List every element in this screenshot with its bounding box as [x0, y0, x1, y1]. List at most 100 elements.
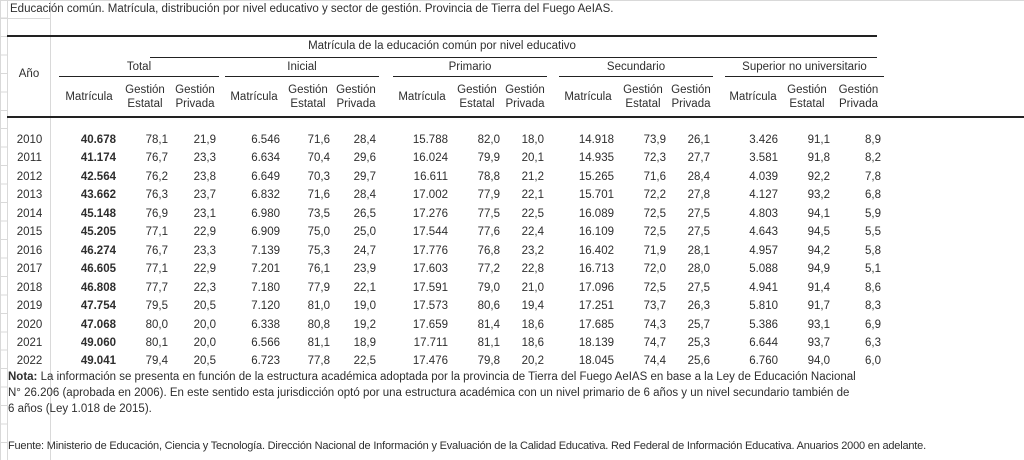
value-cell: 20,0	[193, 336, 216, 349]
value-cell: 70,3	[307, 170, 330, 183]
value-cell: 76,7	[145, 244, 168, 257]
value-cell: 29,7	[353, 170, 376, 183]
value-cell: 72,3	[643, 152, 666, 165]
gap-cell	[379, 131, 393, 149]
table-title: Educación común. Matrícula, distribución…	[10, 3, 614, 15]
value-cell: 77,9	[307, 281, 330, 294]
value-cell: 5.088	[749, 263, 778, 276]
value-cell: 4.127	[749, 189, 778, 202]
value-cell: 77,9	[477, 189, 500, 202]
gap-cell	[547, 242, 559, 260]
value-cell: 16.109	[578, 226, 614, 239]
value-cell: 6,0	[865, 355, 881, 368]
value-cell: 78,1	[145, 134, 168, 146]
value-cell: 78,8	[477, 170, 500, 183]
gap-cell	[547, 316, 559, 334]
value-cell: 19,0	[353, 300, 376, 313]
value-cell: 8,6	[865, 281, 881, 294]
gap-cell	[547, 223, 559, 241]
gap-cell	[52, 260, 59, 278]
value-cell: 4.957	[749, 244, 778, 257]
span-header-underline	[150, 57, 877, 58]
year-cell: 2012	[16, 170, 43, 183]
value-cell: 17.573	[412, 300, 448, 313]
value-cell: 5,5	[865, 226, 881, 239]
value-cell: 23,2	[521, 244, 544, 257]
value-cell: 76,8	[477, 244, 500, 257]
value-cell: 92,2	[807, 170, 830, 183]
gap-cell	[713, 205, 725, 223]
value-cell: 7.120	[251, 300, 280, 313]
value-cell: 94,2	[807, 244, 830, 257]
year-cell: 2021	[16, 336, 43, 349]
value-cell: 6.980	[251, 207, 280, 220]
value-cell: 19,4	[521, 300, 544, 313]
value-cell: 3.426	[749, 134, 778, 146]
value-cell: 28,0	[687, 263, 710, 276]
value-cell: 28,1	[687, 244, 710, 257]
gap-cell	[547, 334, 559, 352]
value-cell: 77,7	[145, 281, 168, 294]
value-cell: 21,9	[193, 134, 216, 146]
gap-cell	[547, 168, 559, 186]
note-label: Nota:	[8, 371, 38, 383]
value-cell: 76,2	[145, 170, 168, 183]
gap-cell	[713, 186, 725, 204]
value-cell: 4.803	[749, 207, 778, 220]
value-cell: 5,8	[865, 244, 881, 257]
note-line-1: Nota: La información se presenta en func…	[8, 371, 856, 383]
value-cell: 79,8	[477, 355, 500, 368]
value-cell: 17.476	[412, 355, 448, 368]
gap-cell	[547, 205, 559, 223]
gridline-col-b	[50, 0, 51, 460]
year-cell: 2015	[16, 226, 43, 239]
value-cell: 16.611	[413, 170, 448, 183]
value-cell: 4.941	[749, 281, 778, 294]
gap-cell	[713, 316, 725, 334]
value-cell: 70,4	[307, 152, 330, 165]
value-cell: 71,6	[307, 189, 330, 202]
year-column-header: Año	[18, 68, 40, 80]
gap-cell	[379, 316, 393, 334]
gap-cell	[52, 279, 59, 297]
value-cell: 80,1	[145, 336, 168, 349]
value-cell: 81,1	[307, 336, 330, 349]
column-group-header: Secundario	[559, 60, 713, 77]
value-cell: 76,3	[145, 189, 168, 202]
gap-cell	[547, 149, 559, 167]
value-cell: 22,5	[521, 207, 544, 220]
value-cell: 22,3	[193, 281, 216, 294]
gap-cell	[379, 205, 393, 223]
value-cell: 23,3	[193, 244, 216, 257]
value-cell: 93,7	[807, 336, 830, 349]
column-header: Gestión Privada	[838, 84, 879, 110]
gap-cell	[547, 297, 559, 315]
value-cell: 74,4	[643, 355, 666, 368]
year-cell: 2011	[17, 152, 42, 165]
value-cell: 19,2	[353, 318, 376, 331]
value-cell: 16.089	[578, 207, 614, 220]
value-cell: 45.148	[80, 207, 116, 220]
value-cell: 17.776	[412, 244, 448, 257]
value-cell: 25,6	[687, 355, 710, 368]
column-header-row: Matrícula Gestión Estatal Gestión Privada M…	[7, 79, 878, 116]
value-cell: 18,9	[353, 336, 376, 349]
value-cell: 76,1	[307, 263, 330, 276]
column-group-header: Primario	[393, 60, 547, 77]
value-cell: 6.760	[749, 355, 778, 368]
value-cell: 47.068	[80, 318, 116, 331]
gap-cell	[52, 186, 59, 204]
value-cell: 23,8	[193, 170, 216, 183]
value-cell: 77,6	[477, 226, 500, 239]
column-header: Matrícula	[564, 90, 612, 103]
value-cell: 91,4	[807, 281, 830, 294]
gridline-top-edge	[0, 0, 1024, 1]
gap-cell	[547, 279, 559, 297]
value-cell: 6.338	[251, 318, 280, 331]
note-line-2: N° 26.206 (aprobada en 2006). En este se…	[8, 387, 850, 399]
value-cell: 80,0	[145, 318, 168, 331]
value-cell: 6,3	[865, 336, 881, 349]
year-cell: 2022	[16, 355, 43, 368]
gap-cell	[52, 297, 59, 315]
value-cell: 14.918	[578, 134, 614, 146]
